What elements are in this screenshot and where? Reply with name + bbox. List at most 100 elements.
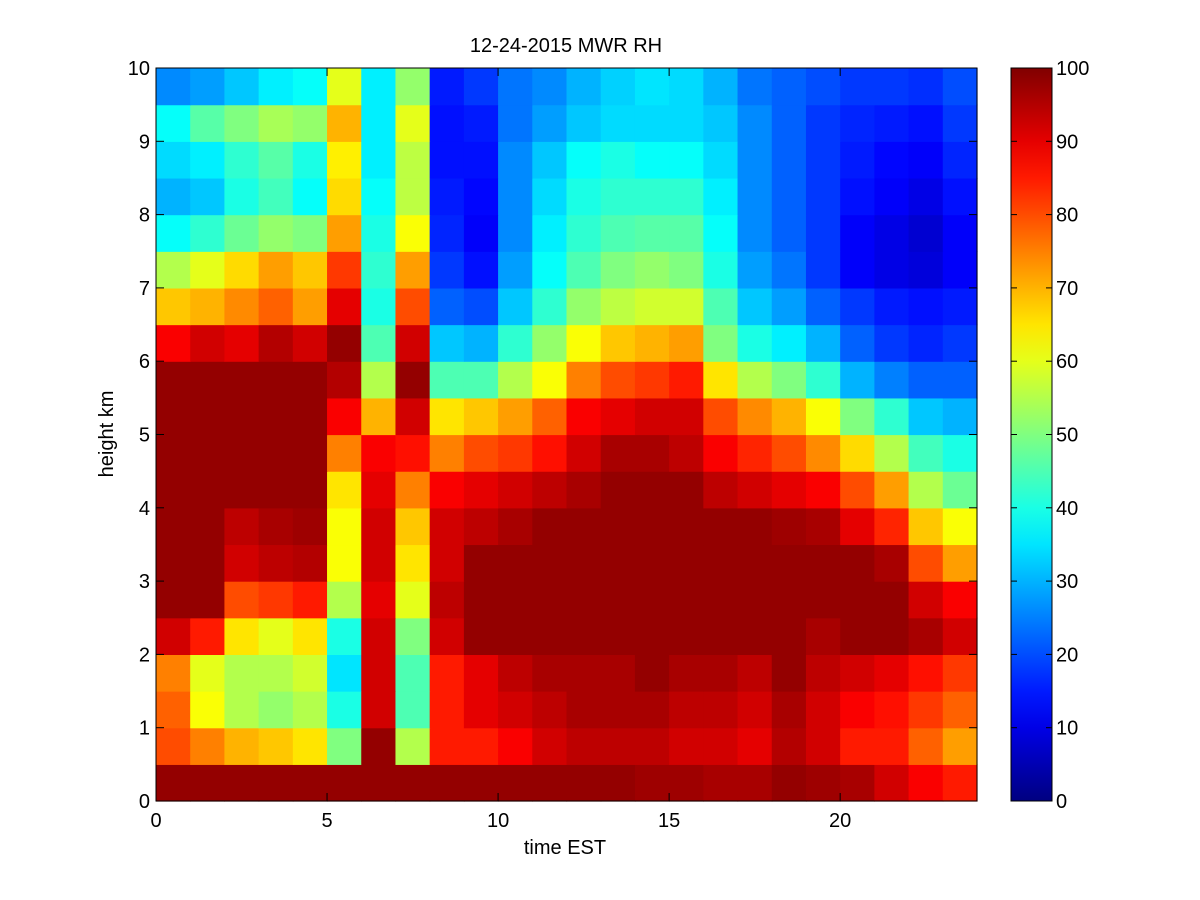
heatmap-cell (361, 287, 397, 326)
heatmap-cell (429, 654, 465, 692)
heatmap-cell (361, 214, 397, 252)
heatmap-cell (737, 581, 773, 619)
heatmap-cell (395, 214, 431, 252)
heatmap-cell (908, 397, 944, 436)
heatmap-cell (634, 617, 670, 655)
colorbar-ticks: 0 10 20 30 40 50 60 70 80 90 100 (1011, 58, 1089, 813)
heatmap-cell (395, 251, 431, 289)
heatmap-cell (429, 141, 465, 179)
heatmap-cell (361, 691, 397, 729)
heatmap-cell (771, 434, 807, 472)
heatmap-cell (737, 727, 773, 765)
colorbar-tick-label: 70 (1056, 278, 1078, 300)
heatmap-cell (566, 691, 602, 729)
heatmap-cell (942, 397, 978, 436)
heatmap-cell (498, 141, 533, 179)
heatmap-cell (942, 544, 978, 582)
heatmap-cell (498, 691, 533, 729)
heatmap-cell (395, 434, 431, 472)
heatmap-cell (840, 691, 875, 729)
heatmap-cell (532, 251, 568, 289)
heatmap-cell (942, 324, 978, 362)
heatmap-cell (805, 251, 841, 289)
heatmap-cell (292, 544, 328, 582)
heatmap-cell (874, 214, 910, 252)
heatmap-cell (190, 654, 226, 692)
heatmap-cell (874, 654, 910, 692)
heatmap-cell (463, 691, 499, 729)
heatmap-cell (703, 324, 739, 362)
heatmap-cell (805, 691, 841, 729)
heatmap-cell (805, 361, 841, 399)
heatmap-cell (224, 397, 260, 436)
colorbar-tick-label: 10 (1056, 718, 1078, 740)
heatmap-cell (429, 397, 465, 436)
heatmap-cell (566, 104, 602, 142)
heatmap-cell (805, 397, 841, 436)
heatmap-cell (805, 654, 841, 692)
heatmap-cell (190, 581, 226, 619)
heatmap-cell (327, 617, 362, 655)
heatmap-cell (566, 434, 602, 472)
heatmap-cell (737, 507, 773, 546)
heatmap-cell (942, 68, 978, 106)
heatmap-cell (327, 581, 362, 619)
heatmap-cell (463, 544, 499, 582)
heatmap-cell (395, 691, 431, 729)
heatmap-cell (566, 68, 602, 106)
heatmap-cell (156, 654, 191, 692)
heatmap-cell (395, 764, 431, 802)
heatmap-cell (395, 471, 431, 509)
heatmap-cell (224, 177, 260, 216)
heatmap-cell (908, 287, 944, 326)
heatmap-cell (771, 324, 807, 362)
heatmap-cell (874, 104, 910, 142)
heatmap-cell (600, 141, 636, 179)
heatmap-cell (156, 764, 191, 802)
heatmap-cell (669, 68, 704, 106)
heatmap-cell (463, 361, 499, 399)
heatmap-cell (805, 68, 841, 106)
heatmap-cell (942, 764, 978, 802)
heatmap-cell (292, 68, 328, 106)
heatmap-cell (258, 544, 294, 582)
heatmap-cell (908, 361, 944, 399)
heatmap-cell (327, 324, 362, 362)
heatmap-cell (942, 691, 978, 729)
heatmap-cell (429, 177, 465, 216)
heatmap-cell (498, 104, 533, 142)
heatmap-cell (463, 617, 499, 655)
heatmap-cell (874, 397, 910, 436)
heatmap-cell (190, 507, 226, 546)
heatmap-cell (703, 68, 739, 106)
heatmap-cell (942, 361, 978, 399)
heatmap-cell (703, 251, 739, 289)
heatmap-cell (429, 287, 465, 326)
heatmap-cell (771, 764, 807, 802)
heatmap-cell (634, 471, 670, 509)
heatmap-cell (224, 617, 260, 655)
heatmap-cell (669, 471, 704, 509)
heatmap-cell (498, 397, 533, 436)
heatmap-cell (874, 434, 910, 472)
heatmap-cell (908, 177, 944, 216)
heatmap-cell (395, 654, 431, 692)
heatmap-cell (737, 654, 773, 692)
heatmap-cell (224, 324, 260, 362)
heatmap-cell (361, 764, 397, 802)
heatmap-cell (190, 617, 226, 655)
heatmap-cell (224, 764, 260, 802)
heatmap-cell (156, 104, 191, 142)
heatmap-cell (361, 251, 397, 289)
heatmap-cell (703, 471, 739, 509)
heatmap-cell (327, 361, 362, 399)
heatmap-cell (292, 434, 328, 472)
heatmap-cell (874, 324, 910, 362)
heatmap-cell (600, 617, 636, 655)
heatmap-cell (600, 727, 636, 765)
y-tick-label: 5 (139, 425, 150, 447)
heatmap-cell (634, 141, 670, 179)
heatmap-cell (395, 507, 431, 546)
heatmap-cell (498, 214, 533, 252)
heatmap-cell (190, 361, 226, 399)
